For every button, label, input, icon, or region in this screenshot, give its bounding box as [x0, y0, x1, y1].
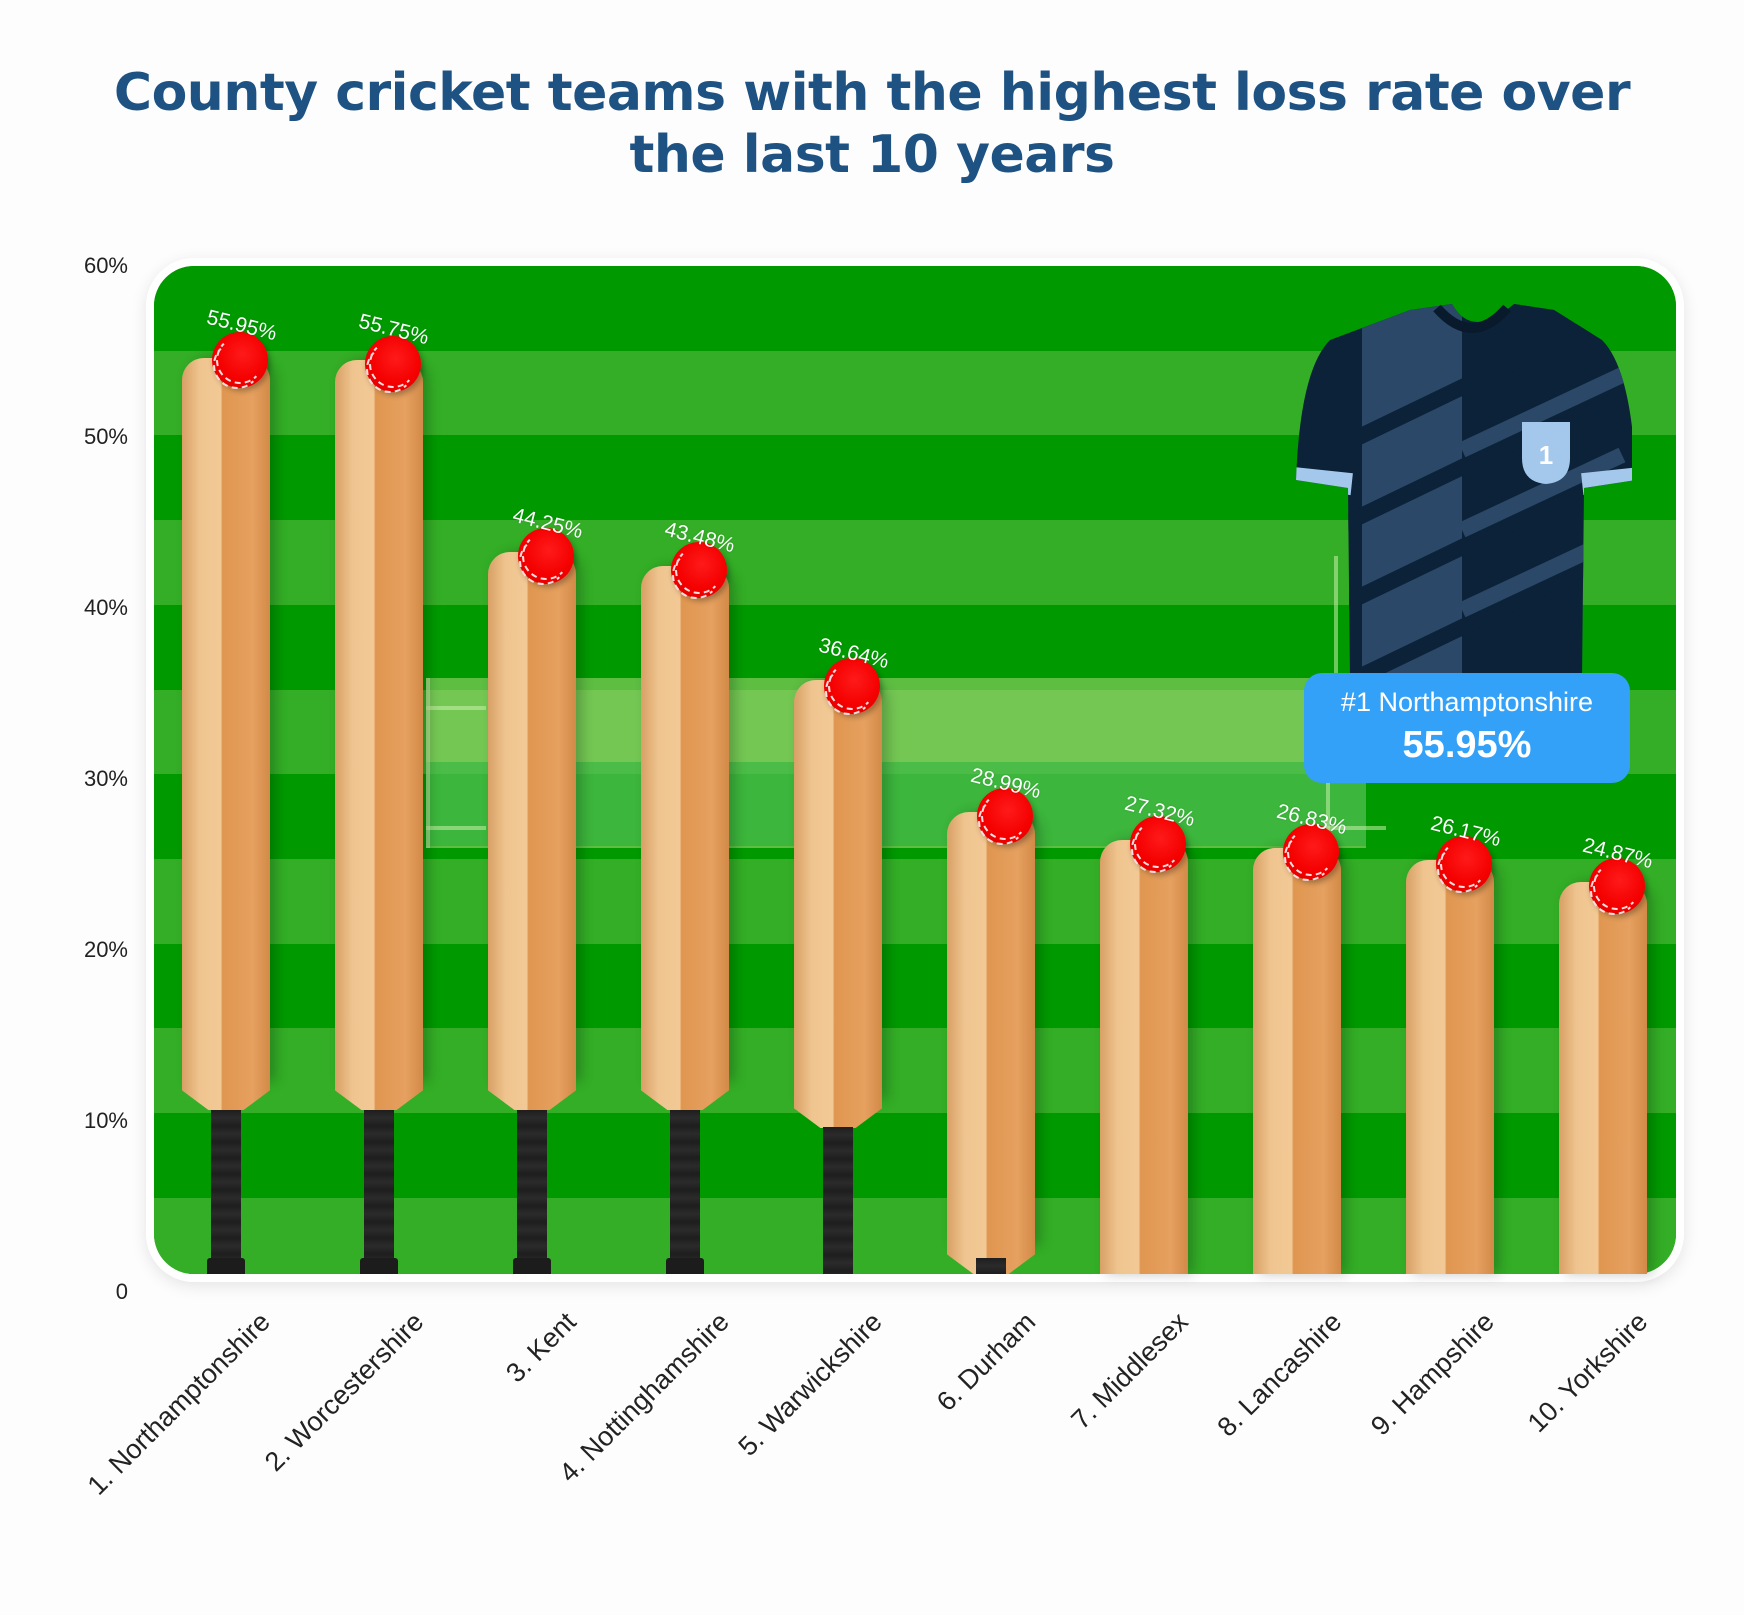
bat-blade: [947, 806, 1035, 1246]
y-tick-50: 50%: [83, 424, 128, 449]
cricket-ball-icon: [1589, 858, 1645, 915]
y-tick-60: 60%: [83, 253, 128, 278]
bat-grip-cap: [666, 1258, 704, 1274]
y-tick-30: 30%: [83, 766, 128, 791]
cricket-ball-icon: [365, 336, 421, 393]
crease-line: [426, 706, 486, 710]
bat-handle: [670, 1110, 700, 1274]
cricket-ball-icon: [1436, 836, 1492, 893]
y-tick-40: 40%: [83, 595, 128, 620]
cricket-ball-icon: [212, 332, 268, 389]
bat-blade: [641, 560, 729, 1082]
cricket-ball-icon: [671, 542, 727, 599]
cricket-ball-icon: [977, 788, 1033, 845]
stump-line: [1334, 556, 1338, 756]
x-tick-label: 4. Nottinghamshire: [553, 1306, 736, 1489]
x-tick-label: 2. Worcestershire: [258, 1306, 430, 1478]
y-tick-0: 0: [115, 1279, 128, 1304]
crease-line: [426, 826, 486, 830]
bat-blade: [794, 674, 882, 1100]
bat-blade: [182, 352, 270, 1082]
shirt-number: 1: [1539, 440, 1553, 470]
callout-team-name: #1 Northamptonshire: [1340, 687, 1594, 717]
y-tick-10: 10%: [83, 1108, 128, 1133]
x-tick-label: 10. Yorkshire: [1521, 1306, 1654, 1439]
crease-line: [1326, 776, 1330, 848]
team-shirt-icon: 1: [1296, 304, 1632, 680]
bat-blade: [488, 546, 576, 1082]
callout-value: 55.95%: [1402, 724, 1532, 766]
cricket-pitch: [426, 678, 1366, 848]
bat-handle: [364, 1110, 394, 1274]
cricket-ball-icon: [824, 658, 880, 715]
top-team-callout: #1 Northamptonshire 55.95%: [1304, 673, 1630, 783]
cricket-ball-icon: [518, 528, 574, 585]
chart-title-line-2: the last 10 years: [629, 125, 1115, 185]
bat-handle: [517, 1110, 547, 1274]
x-tick-label: 5. Warwickshire: [733, 1306, 889, 1462]
bat-handle: [211, 1110, 241, 1274]
bat-handle: [976, 1258, 1006, 1274]
bat-grip-cap: [360, 1258, 398, 1274]
x-tick-label: 8. Lancashire: [1211, 1306, 1348, 1443]
x-tick-label: 9. Hampshire: [1365, 1306, 1501, 1442]
x-tick-label: 7. Middlesex: [1065, 1306, 1195, 1435]
x-tick-label: 3. Kent: [500, 1306, 583, 1389]
bat-blade: [335, 354, 423, 1082]
bat-blade: [1100, 834, 1188, 1274]
x-tick-label: 1. Northamptonshire: [82, 1306, 277, 1501]
crease-line: [426, 678, 430, 848]
crease-line: [1326, 826, 1386, 830]
bat-grip-cap: [513, 1258, 551, 1274]
cricket-pitch-lower: [426, 762, 1366, 846]
cricket-ball-icon: [1283, 824, 1339, 881]
x-tick-label: 6. Durham: [930, 1306, 1042, 1417]
bat-handle: [823, 1127, 853, 1274]
cricket-ball-icon: [1130, 816, 1186, 873]
bat-blade: [1406, 854, 1494, 1274]
chart-title: County cricket teams with the highest lo…: [0, 62, 1744, 186]
bat-grip-cap: [207, 1258, 245, 1274]
y-tick-20: 20%: [83, 937, 128, 962]
bat-blade: [1559, 876, 1647, 1274]
bat-blade: [1253, 842, 1341, 1274]
chart-title-line-1: County cricket teams with the highest lo…: [113, 63, 1631, 123]
